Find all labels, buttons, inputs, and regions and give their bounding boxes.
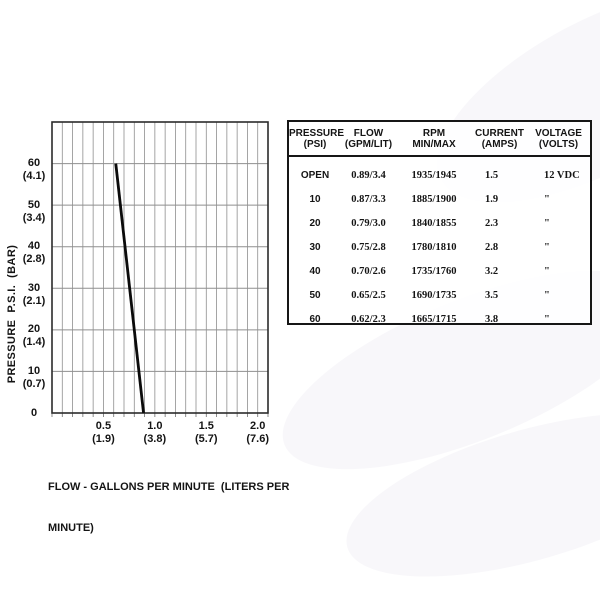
plot-border [51, 121, 269, 414]
x-axis-title: FLOW - GALLONS PER MINUTE (LITERS PER MI… [48, 454, 298, 562]
spec-table-cell: 1690/1735 [411, 289, 457, 301]
spec-table-cell: 12 VDC [544, 169, 580, 181]
spec-table-cell: 0.62/2.3 [351, 313, 386, 325]
y-tick-label: 30 (2.1) [22, 281, 46, 307]
y-tick-label: 50 (3.4) [22, 198, 46, 224]
spec-table-cell: 0.70/2.6 [351, 265, 386, 277]
x-tick-label: 1.5 (5.7) [194, 420, 218, 445]
spec-table-cell: 0.79/3.0 [351, 217, 386, 229]
spec-table-cell: 0.89/3.4 [351, 169, 386, 181]
spec-table-cell: " [544, 289, 550, 301]
spec-table-header-cell: VOLTAGE (VOLTS) [527, 122, 590, 157]
spec-table-row: 10 0.87/3.3 1885/1900 1.9 " [289, 187, 590, 211]
y-tick-label: 60 (4.1) [22, 157, 46, 183]
spec-table-header-cell: RPM MIN/MAX [396, 122, 472, 157]
y-axis-title: PRESSURE P.S.I. (BAR) [6, 244, 18, 384]
y-tick-label: 0 [30, 406, 38, 419]
spec-table-cell: 1665/1715 [411, 313, 457, 325]
spec-table-cell: 3.2 [485, 265, 499, 277]
y-tick-label: 10 (0.7) [22, 364, 46, 390]
spec-table-row: 20 0.79/3.0 1840/1855 2.3 " [289, 211, 590, 235]
spec-table-row: 60 0.62/2.3 1665/1715 3.8 " [289, 307, 590, 331]
spec-table-cell: 1935/1945 [411, 169, 457, 181]
spec-table-row: 30 0.75/2.8 1780/1810 2.8 " [289, 235, 590, 259]
spec-table-cell: 0.75/2.8 [351, 241, 386, 253]
x-tick-label: 0.5 (1.9) [92, 420, 115, 445]
spec-table-body: OPEN 0.89/3.4 1935/1945 1.5 12 VDC 10 0.87/3.3… [289, 156, 590, 331]
spec-table-header-cell: FLOW (GPM/LIT) [341, 122, 396, 157]
spec-table-cell: 1780/1810 [411, 241, 457, 253]
x-axis-title-line1: FLOW - GALLONS PER MINUTE (LITERS PER [48, 481, 290, 493]
spec-table-cell: " [544, 193, 550, 205]
spec-table-cell: 1.9 [485, 193, 499, 205]
spec-table-cell: " [544, 217, 550, 229]
spec-table-cell: " [544, 265, 550, 277]
spec-table-cell: 1840/1855 [411, 217, 457, 229]
spec-table: PRESSURE (PSI) FLOW (GPM/LIT) RPM MIN/MAX CURR… [289, 122, 590, 331]
chart-plot-area [51, 121, 269, 417]
spec-table-cell: 20 [309, 217, 321, 229]
spec-table-cell: 3.8 [485, 313, 499, 325]
spec-table-cell: 1885/1900 [411, 193, 457, 205]
spec-table-header-cell: CURRENT (AMPS) [472, 122, 527, 157]
spec-table-cell: " [544, 241, 550, 253]
watermark-swoosh [329, 380, 600, 599]
spec-table-header-cell: PRESSURE (PSI) [289, 122, 344, 157]
spec-table-cell: 50 [309, 289, 321, 301]
spec-table-cell: 60 [309, 313, 321, 325]
spec-table-cell: 1.5 [485, 169, 499, 181]
spec-table-cell: 0.87/3.3 [351, 193, 386, 205]
spec-table-row: 40 0.70/2.6 1735/1760 3.2 " [289, 259, 590, 283]
spec-table-cell: 1735/1760 [411, 265, 457, 277]
spec-table-cell: OPEN [300, 169, 330, 181]
spec-table-cell: 40 [309, 265, 321, 277]
spec-table-container: PRESSURE (PSI) FLOW (GPM/LIT) RPM MIN/MAX CURR… [287, 120, 592, 325]
spec-table-row: 50 0.65/2.5 1690/1735 3.5 " [289, 283, 590, 307]
x-axis-title-line2: MINUTE) [48, 521, 94, 534]
spec-table-cell: 2.3 [485, 217, 499, 229]
spec-table-row: OPEN 0.89/3.4 1935/1945 1.5 12 VDC [289, 156, 590, 187]
y-tick-label: 40 (2.8) [22, 240, 46, 266]
spec-table-cell: 2.8 [485, 241, 499, 253]
spec-table-header: PRESSURE (PSI) FLOW (GPM/LIT) RPM MIN/MAX CURR… [289, 122, 590, 157]
spec-table-cell: " [544, 313, 550, 325]
y-tick-label: 20 (1.4) [22, 323, 46, 349]
pressure-vs-flow-line [114, 163, 145, 414]
spec-table-cell: 0.65/2.5 [351, 289, 386, 301]
spec-table-cell: 30 [309, 241, 321, 253]
spec-table-cell: 3.5 [485, 289, 499, 301]
x-tick-label: 2.0 (7.6) [246, 420, 270, 445]
spec-table-cell: 10 [309, 193, 321, 205]
x-tick-label: 1.0 (3.8) [143, 420, 167, 445]
